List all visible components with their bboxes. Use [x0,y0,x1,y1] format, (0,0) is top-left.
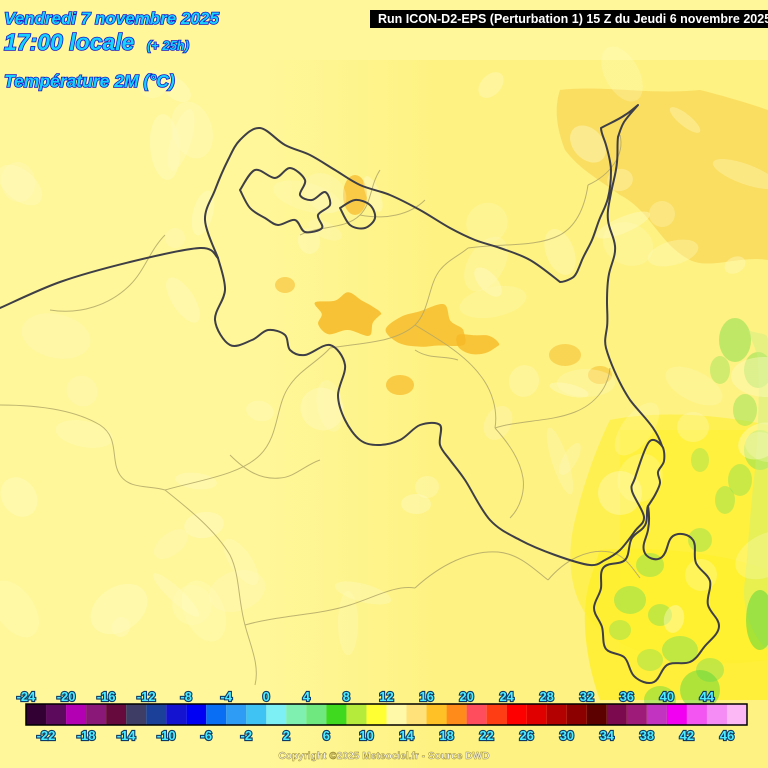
svg-text:42: 42 [680,728,694,743]
svg-text:-20: -20 [57,689,76,704]
svg-text:8: 8 [343,689,350,704]
svg-text:6: 6 [323,728,330,743]
svg-text:2: 2 [283,728,290,743]
svg-text:36: 36 [620,689,634,704]
svg-text:46: 46 [720,728,734,743]
svg-text:24: 24 [499,689,514,704]
svg-text:18: 18 [439,728,453,743]
svg-text:44: 44 [700,689,715,704]
svg-text:-24: -24 [17,689,37,704]
svg-text:-16: -16 [97,689,116,704]
svg-text:34: 34 [600,728,615,743]
svg-text:30: 30 [560,728,574,743]
svg-text:-6: -6 [201,728,213,743]
svg-text:-8: -8 [180,689,192,704]
svg-text:10: 10 [359,728,373,743]
svg-text:-12: -12 [137,689,156,704]
svg-text:26: 26 [519,728,533,743]
svg-text:-10: -10 [157,728,176,743]
svg-text:0: 0 [263,689,270,704]
svg-text:14: 14 [399,728,414,743]
svg-text:32: 32 [580,689,594,704]
svg-text:28: 28 [539,689,553,704]
svg-text:-4: -4 [221,689,233,704]
svg-text:22: 22 [479,728,493,743]
svg-text:-2: -2 [241,728,253,743]
svg-text:-14: -14 [117,728,137,743]
svg-text:-22: -22 [37,728,56,743]
svg-text:40: 40 [660,689,674,704]
svg-text:20: 20 [459,689,473,704]
svg-text:12: 12 [379,689,393,704]
svg-text:16: 16 [419,689,433,704]
svg-text:4: 4 [303,689,311,704]
svg-text:38: 38 [640,728,654,743]
svg-text:-18: -18 [77,728,96,743]
